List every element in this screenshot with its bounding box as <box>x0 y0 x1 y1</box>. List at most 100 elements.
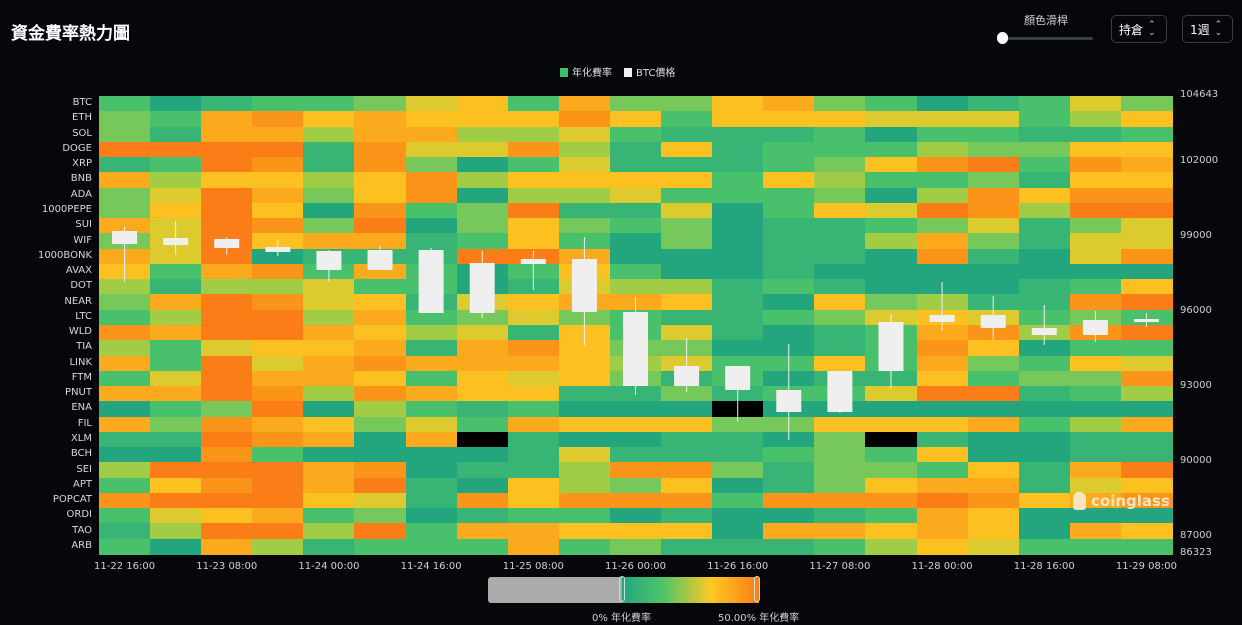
heatmap-cell[interactable] <box>712 416 764 433</box>
heatmap-cell[interactable] <box>1069 508 1122 525</box>
heatmap-cell[interactable] <box>865 401 918 418</box>
heatmap-cell[interactable] <box>1018 477 1071 494</box>
heatmap-cell[interactable] <box>712 96 764 112</box>
btc-candle[interactable] <box>112 227 138 282</box>
heatmap-cell[interactable] <box>661 248 713 265</box>
heatmap-cell[interactable] <box>507 462 560 479</box>
heatmap-cell[interactable] <box>252 96 304 112</box>
heatmap-cell[interactable] <box>354 508 407 525</box>
heatmap-cell[interactable] <box>712 233 764 250</box>
heatmap-cell[interactable] <box>712 141 764 158</box>
heatmap-cell[interactable] <box>712 462 764 479</box>
heatmap-cell[interactable] <box>1120 96 1173 112</box>
heatmap-cell[interactable] <box>712 309 764 326</box>
heatmap-cell[interactable] <box>763 187 815 204</box>
heatmap-cell[interactable] <box>712 294 764 311</box>
heatmap-cell[interactable] <box>201 370 253 387</box>
heatmap-cell[interactable] <box>252 141 304 158</box>
heatmap-cell[interactable] <box>456 416 509 433</box>
heatmap-cell[interactable] <box>1120 218 1173 234</box>
heatmap-cell[interactable] <box>150 157 202 173</box>
heatmap-cell[interactable] <box>303 157 356 173</box>
heatmap-cell[interactable] <box>661 492 713 509</box>
heatmap-cell[interactable] <box>201 508 253 525</box>
heatmap-cell[interactable] <box>405 431 458 448</box>
heatmap-cell[interactable] <box>558 111 611 128</box>
heatmap-cell[interactable] <box>558 340 611 357</box>
heatmap-cell[interactable] <box>405 325 458 341</box>
heatmap-cell[interactable] <box>405 523 458 540</box>
heatmap-cell[interactable] <box>303 462 356 479</box>
heatmap-cell[interactable] <box>1120 416 1173 433</box>
heatmap-cell[interactable] <box>661 447 713 463</box>
heatmap-cell[interactable] <box>712 202 764 219</box>
heatmap-cell[interactable] <box>201 492 253 509</box>
heatmap-cell[interactable] <box>1120 294 1173 311</box>
btc-candle[interactable] <box>163 221 189 255</box>
heatmap-cell[interactable] <box>1069 233 1122 250</box>
heatmap-cell[interactable] <box>252 263 304 280</box>
heatmap-cell[interactable] <box>303 172 356 189</box>
heatmap-cell[interactable] <box>150 355 202 372</box>
heatmap-cell[interactable] <box>405 492 458 509</box>
heatmap-cell[interactable] <box>558 386 611 402</box>
heatmap-cell[interactable] <box>507 111 560 128</box>
heatmap-cell[interactable] <box>252 523 304 540</box>
heatmap-cell[interactable] <box>252 508 304 525</box>
heatmap-cell[interactable] <box>303 386 356 402</box>
heatmap-cell[interactable] <box>558 462 611 479</box>
heatmap-cell[interactable] <box>712 508 764 525</box>
heatmap-cell[interactable] <box>609 202 662 219</box>
heatmap-cell[interactable] <box>609 279 662 296</box>
heatmap-cell[interactable] <box>1120 431 1173 448</box>
heatmap-cell[interactable] <box>150 187 202 204</box>
heatmap-cell[interactable] <box>405 96 458 112</box>
heatmap-cell[interactable] <box>303 233 356 250</box>
heatmap-cell[interactable] <box>763 263 815 280</box>
visual-map-min-handle[interactable] <box>619 576 625 602</box>
heatmap-cell[interactable] <box>712 172 764 189</box>
heatmap-cell[interactable] <box>916 431 969 448</box>
heatmap-cell[interactable] <box>507 218 560 234</box>
heatmap-cell[interactable] <box>814 538 867 555</box>
heatmap-cell[interactable] <box>1018 386 1071 402</box>
heatmap-cell[interactable] <box>201 263 253 280</box>
heatmap-cell[interactable] <box>201 111 253 128</box>
heatmap-cell[interactable] <box>99 157 151 173</box>
heatmap-cell[interactable] <box>712 523 764 540</box>
heatmap-cell[interactable] <box>201 172 253 189</box>
heatmap-cell[interactable] <box>405 508 458 525</box>
heatmap-cell[interactable] <box>814 508 867 525</box>
heatmap-cell[interactable] <box>252 401 304 418</box>
heatmap-cell[interactable] <box>967 340 1020 357</box>
heatmap-cell[interactable] <box>558 431 611 448</box>
heatmap-cell[interactable] <box>865 248 918 265</box>
heatmap-cell[interactable] <box>150 325 202 341</box>
heatmap-cell[interactable] <box>763 508 815 525</box>
heatmap-cell[interactable] <box>865 279 918 296</box>
heatmap-cell[interactable] <box>354 157 407 173</box>
heatmap-cell[interactable] <box>661 416 713 433</box>
metric-select[interactable]: 持倉 ⌃ ⌄ <box>1111 15 1167 43</box>
visual-map-max-handle[interactable] <box>754 576 760 602</box>
heatmap-cell[interactable] <box>150 401 202 418</box>
heatmap-cell[interactable] <box>354 233 407 250</box>
heatmap-cell[interactable] <box>763 492 815 509</box>
heatmap-cell[interactable] <box>558 126 611 143</box>
heatmap-cell[interactable] <box>456 96 509 112</box>
heatmap-cell[interactable] <box>252 355 304 372</box>
heatmap-cell[interactable] <box>763 233 815 250</box>
heatmap-cell[interactable] <box>303 492 356 509</box>
heatmap-cell[interactable] <box>507 340 560 357</box>
heatmap-cell[interactable] <box>1120 248 1173 265</box>
heatmap-cell[interactable] <box>1069 218 1122 234</box>
heatmap-cell[interactable] <box>354 218 407 234</box>
heatmap-cell[interactable] <box>99 370 151 387</box>
btc-candle[interactable] <box>725 366 751 422</box>
heatmap-cell[interactable] <box>99 279 151 296</box>
heatmap-cell[interactable] <box>712 126 764 143</box>
heatmap-cell[interactable] <box>1069 386 1122 402</box>
heatmap-cell[interactable] <box>1018 492 1071 509</box>
heatmap-cell[interactable] <box>1018 187 1071 204</box>
heatmap-cell[interactable] <box>558 218 611 234</box>
